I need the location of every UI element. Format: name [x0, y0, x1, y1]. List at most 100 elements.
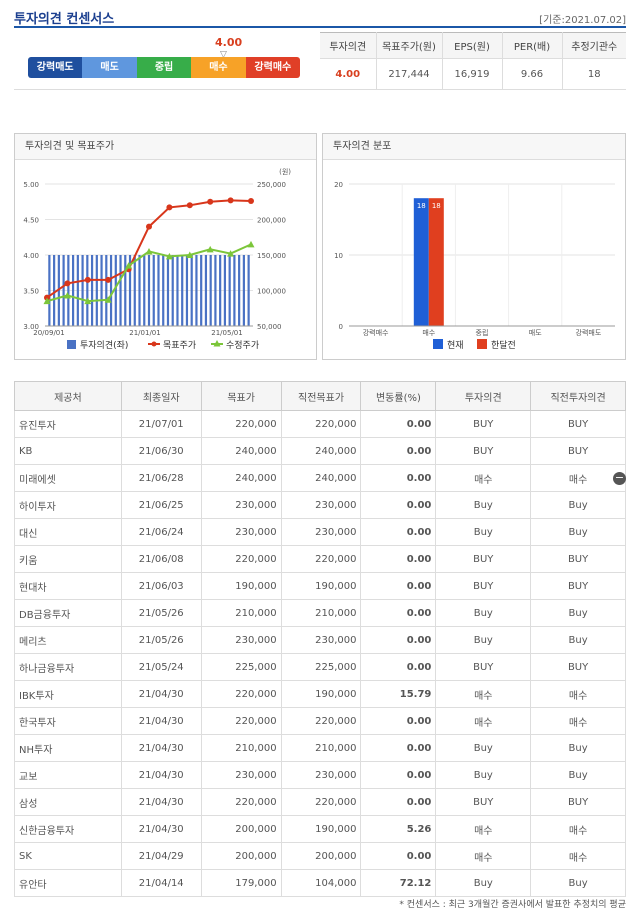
opinion-cell: BUY [435, 410, 532, 438]
provider-cell: 삼성 [14, 788, 122, 816]
provider-cell: IBK투자 [14, 680, 122, 708]
provider-cell: 하이투자 [14, 491, 122, 519]
target-price-cell: 179,000 [200, 869, 282, 897]
change-rate-cell: 0.00 [360, 788, 437, 816]
date-cell: 21/04/30 [120, 680, 202, 708]
target-price-cell: 240,000 [200, 464, 282, 492]
scale-strong-sell: 강력매도 [28, 57, 83, 78]
prev-target-cell: 190,000 [280, 680, 362, 708]
opinion-bar [157, 255, 160, 326]
adjusted-price-point [63, 291, 71, 299]
opinion-cell: 매수 [435, 707, 532, 735]
target-price-point [227, 197, 234, 204]
adjusted-price-point [186, 251, 194, 258]
opinion-cell: Buy [435, 518, 532, 546]
change-rate-cell: 0.00 [360, 437, 437, 465]
y-tick-label: 20 [334, 181, 343, 189]
target-price-point [84, 276, 91, 283]
date-cell: 21/04/14 [120, 869, 202, 897]
opinion-bar [71, 255, 75, 326]
opinion-cell: BUY [435, 653, 532, 681]
prev-opinion-cell: Buy [530, 869, 626, 897]
change-rate-cell: 0.00 [360, 599, 437, 627]
prev-opinion-cell: BUY [530, 788, 626, 816]
unit-label: (원) [279, 167, 291, 176]
opinion-bar [185, 255, 189, 326]
opinion-bar [200, 255, 203, 326]
opinion-bar [114, 255, 117, 326]
provider-cell: 교보 [14, 761, 122, 789]
date-cell: 21/07/01 [120, 410, 202, 438]
base-date: [기준:2021.07.02] [539, 15, 626, 26]
opinion-cell: BUY [435, 545, 532, 573]
y-right-tick-label: 100,000 [257, 288, 286, 296]
date-cell: 21/06/25 [120, 491, 202, 519]
opinion-cell: Buy [435, 869, 532, 897]
prev-target-cell: 240,000 [280, 437, 362, 465]
opinion-bar [86, 255, 89, 326]
collapse-minus-icon[interactable]: − [613, 471, 626, 485]
target-price-cell: 200,000 [200, 815, 282, 843]
target-price-cell: 200,000 [200, 842, 282, 870]
target-price-cell: 225,000 [200, 653, 282, 681]
opinion-bar [100, 255, 103, 326]
prev-target-cell: 220,000 [280, 707, 362, 735]
opinion-cell: Buy [435, 599, 532, 627]
legend-icon [433, 339, 443, 349]
prev-opinion-cell: Buy [530, 518, 626, 546]
opinion-value: 4.00 [215, 36, 243, 49]
divider [14, 89, 626, 90]
y-left-tick-label: 4.50 [23, 217, 39, 225]
y-left-tick-label: 3.00 [23, 323, 39, 331]
bar-value-label: 18 [432, 202, 441, 210]
date-cell: 21/06/30 [120, 437, 202, 465]
prev-opinion-cell: BUY [530, 410, 626, 438]
adjusted-price-point [165, 252, 173, 260]
y-tick-label: 0 [339, 323, 343, 331]
x-tick-label: 중립 [476, 329, 489, 337]
target-price-cell: 190,000 [200, 572, 282, 600]
chart-title: 투자의견 및 목표주가 [15, 134, 316, 160]
prev-target-cell: 190,000 [280, 572, 362, 600]
change-rate-cell: 0.00 [360, 734, 437, 762]
table-row: 하이투자 21/06/25 230,000 230,000 0.00 Buy Buy [14, 491, 626, 519]
target-price-point [44, 294, 50, 301]
summary-header: 추정기관수 [562, 32, 626, 59]
legend-label: 목표주가 [163, 340, 196, 351]
opinion-bar [171, 255, 174, 326]
prev-opinion-cell: 매수 − [530, 464, 626, 492]
change-rate-cell: 0.00 [360, 626, 437, 654]
opinion-bar [247, 255, 250, 326]
prev-opinion-cell: BUY [530, 545, 626, 573]
legend-icon [477, 339, 487, 349]
y-left-tick-label: 4.00 [23, 252, 39, 260]
y-tick-label: 10 [334, 252, 343, 260]
target-price-cell: 230,000 [200, 518, 282, 546]
change-rate-cell: 72.12 [360, 869, 437, 897]
date-cell: 21/04/30 [120, 707, 202, 735]
table-row: 한국투자 21/04/30 220,000 220,000 0.00 매수 매수 [14, 707, 626, 735]
table-row: DB금융투자 21/05/26 210,000 210,000 0.00 Buy Buy [14, 599, 626, 627]
prev-target-cell: 225,000 [280, 653, 362, 681]
opinion-cell: Buy [435, 491, 532, 519]
table-row: SK 21/04/29 200,000 200,000 0.00 매수 매수 [14, 842, 626, 870]
opinion-bar [238, 255, 241, 326]
opinion-bar [195, 255, 198, 326]
opinion-cell: Buy [435, 734, 532, 762]
consensus-summary-table: 투자의견 목표주가(원) EPS(원) PER(배) 추정기관수 4.00 21… [320, 32, 626, 90]
adjusted-price-point [145, 247, 153, 255]
chart-title: 투자의견 분포 [323, 134, 625, 160]
opinion-bar [162, 255, 165, 326]
table-row: NH투자 21/04/30 210,000 210,000 0.00 Buy Buy [14, 734, 626, 762]
opinion-target-chart: 5.00 4.50 4.00 3.50 3.00 250,000 200,000 150,00… [23, 167, 291, 351]
table-row: 메리츠 21/05/26 230,000 230,000 0.00 Buy Buy [14, 626, 626, 654]
prev-target-cell: 230,000 [280, 626, 362, 654]
opinion-bar [90, 255, 94, 326]
prev-target-cell: 240,000 [280, 464, 362, 492]
legend-label: 한달전 [491, 339, 516, 351]
date-cell: 21/06/24 [120, 518, 202, 546]
prev-opinion-cell: Buy [530, 761, 626, 789]
opinion-bar [53, 255, 56, 326]
distribution-bar [428, 198, 444, 326]
col-header: 직전목표가 [280, 381, 362, 411]
